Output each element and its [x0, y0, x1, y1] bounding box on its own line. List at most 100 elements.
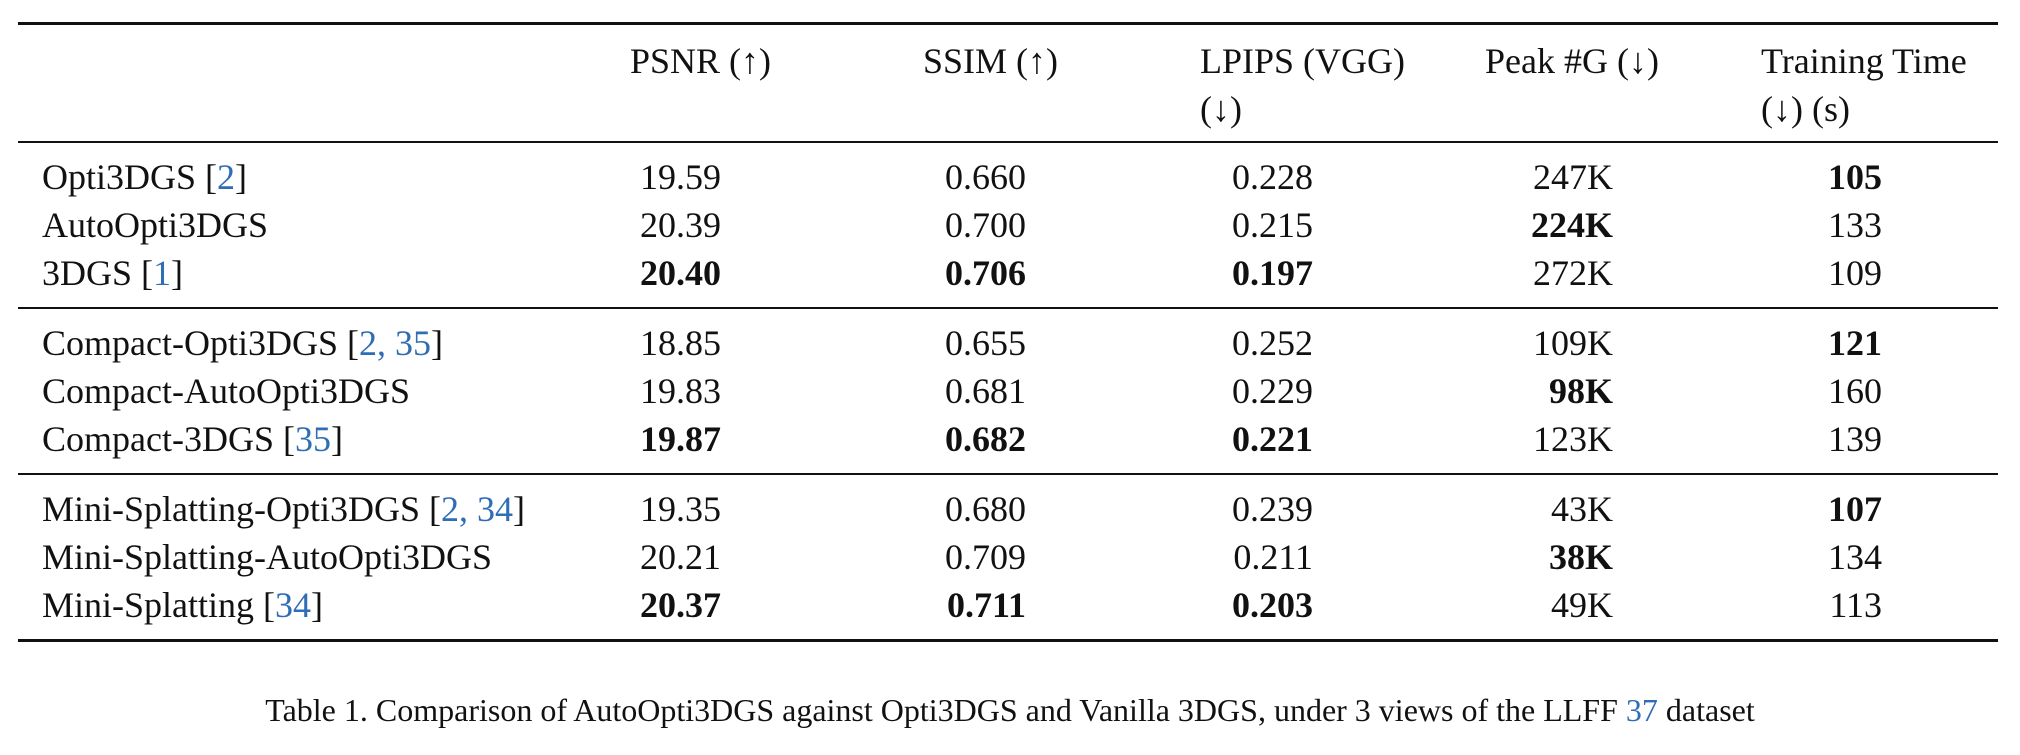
caption-text: Table 1. Comparison of AutoOpti3DGS agai…: [265, 692, 1626, 728]
citation-bracket: ]: [330, 419, 343, 459]
caption-citation: 37: [1625, 692, 1658, 728]
peak-cell: 224K: [1530, 205, 1613, 245]
method-name: Opti3DGS: [42, 157, 206, 197]
citation-bracket: [: [429, 489, 442, 529]
lpips-cell: 0.197: [1232, 253, 1313, 293]
table-row: Mini-Splatting-AutoOpti3DGS 20.21 0.709 0.2…: [18, 533, 1998, 581]
lpips-cell: 0.221: [1232, 419, 1313, 459]
method-name: Compact-Opti3DGS: [42, 323, 347, 363]
table-row: Mini-Splatting [34] 20.37 0.711 0.203 49K 113: [18, 581, 1998, 641]
method-name: AutoOpti3DGS: [42, 205, 269, 245]
psnr-cell: 19.87: [640, 419, 721, 459]
ssim-cell: 0.709: [945, 537, 1026, 577]
time-cell: 134: [1828, 537, 1882, 577]
psnr-cell: 19.83: [640, 371, 721, 411]
time-cell: 107: [1828, 489, 1882, 529]
header-line: SSIM (↑): [923, 41, 1059, 81]
table-row: 3DGS [1] 20.40 0.706 0.197 272K 109: [18, 249, 1998, 308]
time-cell: 113: [1829, 585, 1882, 625]
ssim-cell: 0.681: [945, 371, 1026, 411]
header-psnr: PSNR (↑): [608, 24, 893, 143]
citation-link[interactable]: 1: [153, 253, 172, 293]
header-line: PSNR (↑): [630, 41, 772, 81]
lpips-cell: 0.203: [1232, 585, 1313, 625]
ssim-cell: 0.700: [945, 205, 1026, 245]
time-cell: 160: [1828, 371, 1882, 411]
header-line: (↓): [1200, 89, 1242, 129]
results-table: PSNR (↑) SSIM (↑) LPIPS (VGG) (↓) Peak #G…: [18, 22, 1998, 642]
lpips-cell: 0.228: [1232, 157, 1313, 197]
method-name: Mini-Splatting-AutoOpti3DGS: [42, 537, 493, 577]
psnr-cell: 20.40: [640, 253, 721, 293]
header-line: (↓) (s): [1761, 89, 1850, 129]
peak-cell: 123K: [1533, 419, 1613, 459]
ssim-cell: 0.660: [945, 157, 1026, 197]
citation-bracket: ]: [171, 253, 184, 293]
method-name: Mini-Splatting: [42, 585, 264, 625]
citation-bracket: [: [263, 585, 276, 625]
caption-text-end: dataset: [1657, 692, 1755, 728]
method-cell: Mini-Splatting-Opti3DGS [2, 34]: [18, 474, 608, 533]
method-cell: Mini-Splatting-AutoOpti3DGS: [18, 533, 608, 581]
ssim-cell: 0.706: [945, 253, 1026, 293]
peak-cell: 109K: [1533, 323, 1613, 363]
lpips-cell: 0.229: [1232, 371, 1313, 411]
peak-cell: 98K: [1548, 371, 1613, 411]
time-cell: 139: [1828, 419, 1882, 459]
citation-link[interactable]: 2, 35: [358, 323, 431, 363]
time-cell: 133: [1828, 205, 1882, 245]
method-cell: Compact-Opti3DGS [2, 35]: [18, 308, 608, 367]
row-group: Compact-Opti3DGS [2, 35] 18.85 0.655 0.252 1…: [18, 308, 1998, 474]
method-cell: Compact-3DGS [35]: [18, 415, 608, 474]
header-line: Training Time: [1761, 41, 1967, 81]
method-name: Compact-3DGS: [42, 419, 283, 459]
psnr-cell: 18.85: [640, 323, 721, 363]
citation-link[interactable]: 2: [217, 157, 236, 197]
psnr-cell: 20.21: [640, 537, 721, 577]
method-name: Mini-Splatting-Opti3DGS: [42, 489, 430, 529]
citation-bracket: [: [282, 419, 295, 459]
psnr-cell: 20.37: [640, 585, 721, 625]
header-line: Peak #G (↓): [1485, 41, 1659, 81]
citation-link[interactable]: 34: [275, 585, 312, 625]
header-lpips: LPIPS (VGG) (↓): [1178, 24, 1463, 143]
peak-cell: 272K: [1533, 253, 1613, 293]
table-row: Mini-Splatting-Opti3DGS [2, 34] 19.35 0.68…: [18, 474, 1998, 533]
table-row: AutoOpti3DGS 20.39 0.700 0.215 224K 133: [18, 201, 1998, 249]
method-name: Compact-AutoOpti3DGS: [42, 371, 410, 411]
table-caption: Table 1. Comparison of AutoOpti3DGS agai…: [0, 690, 2020, 730]
peak-cell: 38K: [1548, 537, 1613, 577]
table-row: Compact-AutoOpti3DGS 19.83 0.681 0.229 98K 16…: [18, 367, 1998, 415]
time-cell: 109: [1828, 253, 1882, 293]
header-line: LPIPS (VGG): [1200, 41, 1406, 81]
citation-bracket: [: [346, 323, 359, 363]
citation-bracket: [: [141, 253, 154, 293]
method-name: 3DGS: [42, 253, 142, 293]
lpips-cell: 0.215: [1232, 205, 1313, 245]
header-ssim: SSIM (↑): [893, 24, 1178, 143]
citation-bracket: [: [205, 157, 218, 197]
ssim-cell: 0.680: [945, 489, 1026, 529]
psnr-cell: 20.39: [640, 205, 721, 245]
row-group: Opti3DGS [2] 19.59 0.660 0.228 247K 105 AutoOp…: [18, 142, 1998, 308]
peak-cell: 43K: [1551, 489, 1613, 529]
citation-bracket: ]: [235, 157, 248, 197]
method-cell: 3DGS [1]: [18, 249, 608, 308]
citation-link[interactable]: 35: [294, 419, 331, 459]
time-cell: 121: [1828, 323, 1882, 363]
lpips-cell: 0.252: [1232, 323, 1313, 363]
time-cell: 105: [1828, 157, 1882, 197]
table-row: Opti3DGS [2] 19.59 0.660 0.228 247K 105: [18, 142, 1998, 201]
method-cell: Compact-AutoOpti3DGS: [18, 367, 608, 415]
header-row: PSNR (↑) SSIM (↑) LPIPS (VGG) (↓) Peak #G…: [18, 23, 1998, 143]
table-row: Compact-Opti3DGS [2, 35] 18.85 0.655 0.252 1…: [18, 308, 1998, 367]
psnr-cell: 19.59: [640, 157, 721, 197]
ssim-cell: 0.682: [945, 419, 1026, 459]
citation-bracket: ]: [513, 489, 526, 529]
header-method: [18, 24, 608, 143]
citation-bracket: ]: [430, 323, 443, 363]
citation-link[interactable]: 2, 34: [441, 489, 514, 529]
row-group: Mini-Splatting-Opti3DGS [2, 34] 19.35 0.68…: [18, 474, 1998, 641]
header-peak: Peak #G (↓): [1463, 24, 1743, 143]
method-cell: AutoOpti3DGS: [18, 201, 608, 249]
